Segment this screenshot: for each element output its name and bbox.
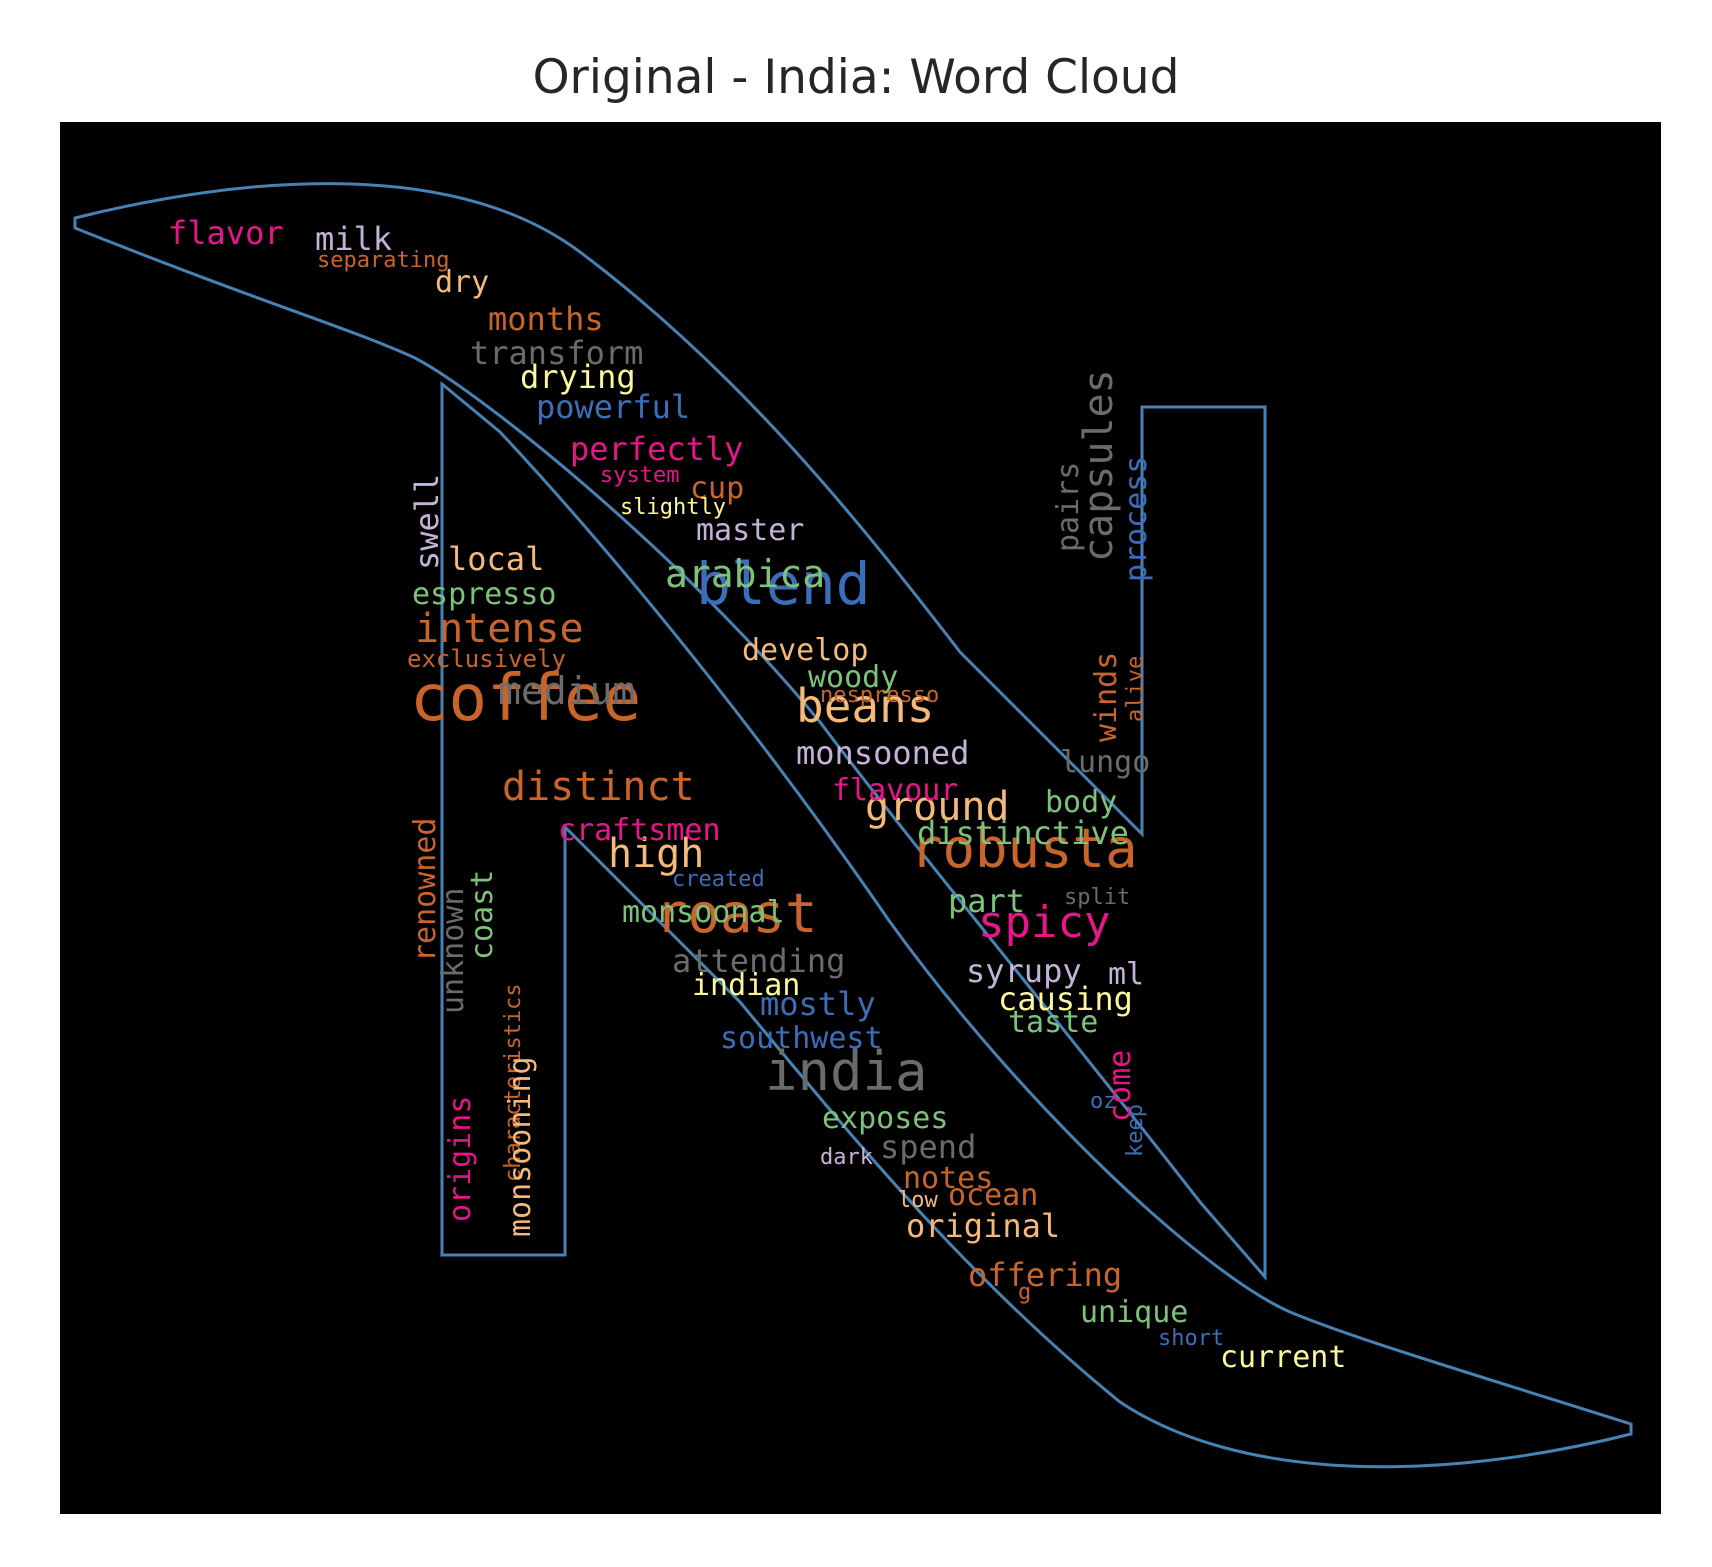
word-monsoonal: monsoonal [622, 895, 785, 930]
word-india: india [765, 1040, 928, 1103]
word-exposes: exposes [822, 1101, 948, 1136]
word-distinctive: distinctive [917, 814, 1129, 852]
word-cup: cup [690, 471, 744, 506]
word-slightly: slightly [620, 495, 726, 520]
word-causing: causing [998, 980, 1133, 1018]
word-robusta: robusta [910, 817, 1138, 880]
word-short: short [1158, 1326, 1224, 1351]
word-cloud-panel: coffee blend roast robusta india beans spicy in… [60, 122, 1661, 1514]
word-ml: ml [1108, 957, 1144, 992]
word-unique: unique [1080, 1295, 1188, 1330]
word-notes: notes [903, 1161, 993, 1196]
nespresso-logo-outline [73, 182, 1267, 1282]
word-dry: dry [435, 265, 489, 300]
word-arabica: arabica [665, 552, 825, 596]
word-cloud-svg: coffee blend roast robusta india beans spicy in… [73, 182, 1633, 1469]
word-body: body [1045, 785, 1117, 820]
word-distinct: distinct [502, 764, 695, 810]
word-unknown: unknown [436, 888, 471, 1014]
word-intense: intense [415, 606, 584, 652]
word-perfectly: perfectly [570, 430, 743, 468]
word-months: months [488, 300, 604, 338]
word-separating: separating [317, 248, 449, 273]
word-powerful: powerful [536, 388, 690, 426]
word-come: come [1103, 1050, 1138, 1122]
word-exclusively: exclusively [407, 645, 566, 673]
word-ground: ground [865, 784, 1010, 830]
word-low: low [898, 1188, 938, 1213]
word-flavor: flavor [168, 214, 284, 252]
word-mostly: mostly [760, 985, 876, 1023]
word-spend: spend [880, 1128, 976, 1166]
word-syrupy: syrupy [966, 952, 1082, 990]
word-monsooned: monsooned [796, 734, 969, 772]
word-keep: keep [1123, 1104, 1148, 1157]
word-dark: dark [820, 1145, 873, 1170]
word-system: system [600, 463, 679, 488]
chart-title: Original - India: Word Cloud [532, 50, 1180, 105]
word-original: original [906, 1207, 1060, 1245]
word-winds: winds [1089, 652, 1124, 742]
word-master: master [696, 513, 804, 548]
word-alive: alive [1123, 656, 1148, 722]
word-nespresso: nespresso [820, 683, 939, 708]
word-characteristics: characteristics [501, 983, 526, 1182]
word-taste: taste [1008, 1005, 1098, 1040]
word-layer: coffee blend roast robusta india beans spicy in… [168, 214, 1346, 1375]
word-created: created [672, 867, 765, 892]
word-coffee: coffee [410, 662, 641, 736]
word-swell: swell [408, 474, 446, 570]
word-transform: transform [470, 334, 643, 372]
word-high: high [608, 831, 704, 877]
word-roast: roast [655, 882, 818, 945]
word-coast: coast [465, 870, 500, 960]
word-medium: medium [498, 669, 635, 713]
word-oz: oz [1090, 1089, 1117, 1114]
word-g: g [1018, 1280, 1031, 1305]
word-monsooning: monsooning [503, 1056, 538, 1237]
word-lungo: lungo [1060, 745, 1150, 780]
word-local: local [448, 540, 544, 578]
word-part: part [948, 882, 1025, 920]
word-renowned: renowned [408, 818, 443, 963]
word-drying: drying [520, 358, 636, 396]
word-indian: indian [692, 968, 800, 1003]
word-attending: attending [672, 942, 845, 980]
word-espresso: espresso [412, 577, 557, 612]
word-pairs: pairs [1051, 462, 1086, 552]
word-flavour: flavour [832, 773, 958, 808]
word-craftsmen: craftsmen [558, 813, 721, 848]
word-beans: beans [796, 679, 934, 733]
nespresso-logo-outline-lower [440, 380, 1633, 1469]
word-southwest: southwest [720, 1021, 883, 1056]
word-process: process [1119, 456, 1154, 582]
word-capsules: capsules [1076, 369, 1122, 562]
word-blend: blend [696, 550, 871, 618]
word-split: split [1064, 885, 1130, 910]
word-origins: origins [443, 1096, 478, 1222]
word-current: current [1220, 1340, 1346, 1375]
word-spicy: spicy [978, 897, 1110, 948]
word-develop: develop [742, 633, 868, 668]
word-milk: milk [315, 220, 392, 258]
word-offering: offering [968, 1256, 1122, 1294]
word-woody: woody [808, 660, 898, 695]
word-ocean: ocean [948, 1178, 1038, 1213]
